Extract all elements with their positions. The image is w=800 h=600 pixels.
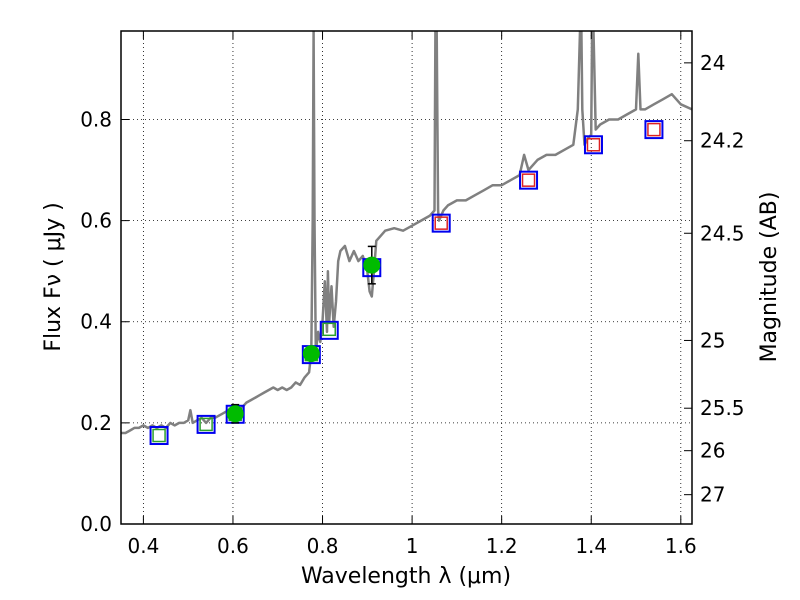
x-tick-label: 0.6 xyxy=(217,534,249,558)
observed-point xyxy=(226,405,244,423)
photometry-square xyxy=(647,122,661,137)
photometry-square xyxy=(586,138,601,152)
y-tick-label: 0.6 xyxy=(80,209,112,233)
observed-point xyxy=(302,345,320,363)
right-tick-label: 24.5 xyxy=(700,221,745,245)
observed-point xyxy=(363,256,381,274)
photometry-square xyxy=(434,216,448,230)
photometry-square xyxy=(644,120,664,140)
right-tick-label: 25.5 xyxy=(700,396,745,420)
y-axis-label: Flux Fν ( μJy ) xyxy=(41,202,66,351)
y-tick-label: 0.2 xyxy=(80,411,112,435)
y-tick-label: 0.4 xyxy=(80,310,112,334)
right-tick-label: 25 xyxy=(700,328,725,352)
plot-area xyxy=(121,31,692,446)
photometry-square xyxy=(583,135,603,155)
right-tick-label: 26 xyxy=(700,439,725,463)
right-tick-label: 24 xyxy=(700,51,725,75)
photometry-square xyxy=(322,322,336,337)
x-tick-label: 0.4 xyxy=(127,534,159,558)
photometry-square xyxy=(199,417,213,432)
photometry-square xyxy=(152,428,166,443)
y-tick-label: 0.0 xyxy=(80,512,112,536)
x-axis-label: Wavelength λ (μm) xyxy=(301,564,511,589)
x-tick-label: 1 xyxy=(406,534,419,558)
right-tick-label: 27 xyxy=(700,483,725,507)
y-axis-right-label: Magnitude (AB) xyxy=(757,192,782,363)
x-tick-label: 0.8 xyxy=(307,534,339,558)
photometry-square xyxy=(196,414,216,434)
x-tick-label: 1.4 xyxy=(575,534,607,558)
photometry-square xyxy=(149,426,169,446)
photometry-square xyxy=(431,213,451,233)
x-tick-label: 1.2 xyxy=(486,534,518,558)
photometry-square xyxy=(519,170,539,190)
x-tick-label: 1.6 xyxy=(665,534,697,558)
photometry-square xyxy=(521,173,536,187)
axis-ticks: 0.4 0.6 0.8 1 1.2 1.4 1.6 0.0 0.2 0.4 0.6 0.8 24 24.2… xyxy=(80,31,745,558)
plot-frame xyxy=(120,30,693,525)
spectrum-line xyxy=(121,31,692,435)
plot-background xyxy=(121,31,692,524)
photometry-square xyxy=(319,320,339,340)
right-tick-label: 24.2 xyxy=(700,129,745,153)
y-tick-label: 0.8 xyxy=(80,107,112,131)
